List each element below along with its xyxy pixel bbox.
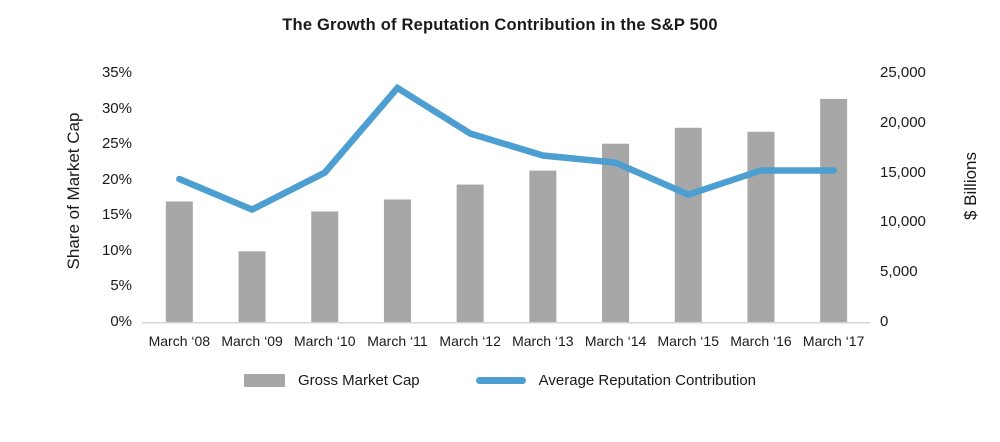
right-tick-label: 20,000: [880, 113, 926, 131]
x-axis-label: March ‘16: [730, 333, 792, 349]
bar-March ‘16: [747, 131, 775, 322]
bar-March ‘17: [820, 98, 848, 322]
x-axis-label: March ‘14: [584, 333, 647, 349]
bar-March ‘11: [383, 199, 411, 322]
legend: Gross Market Cap Average Reputation Cont…: [0, 372, 1000, 389]
legend-label-bar: Gross Market Cap: [297, 372, 420, 389]
left-tick-label: 25%: [101, 135, 132, 153]
bar-March ‘08: [165, 201, 193, 322]
x-axis-label: March ‘10: [294, 333, 356, 349]
left-tick-label: 20%: [101, 170, 132, 188]
chart-title: The Growth of Reputation Contribution in…: [282, 16, 718, 34]
left-tick-label: 30%: [101, 99, 132, 117]
line-swatch-icon: [475, 377, 526, 384]
x-axis-label: March ‘12: [439, 333, 501, 349]
bar-March ‘13: [529, 170, 557, 322]
x-axis-label: March ‘13: [512, 333, 574, 349]
x-axis-label: March ‘11: [367, 333, 428, 349]
legend-item-line: Average Reputation Contribution: [475, 372, 757, 389]
bar-March ‘09: [238, 251, 266, 322]
legend-label-line: Average Reputation Contribution: [538, 372, 757, 389]
bar-March ‘10: [311, 211, 339, 322]
right-tick-label: 25,000: [880, 64, 926, 81]
x-axis-label: March ‘15: [657, 333, 719, 349]
legend-item-bar: Gross Market Cap: [243, 372, 420, 389]
left-tick-label: 35%: [101, 64, 132, 81]
right-tick-label: 10,000: [880, 213, 926, 231]
left-tick-label: 15%: [101, 206, 132, 224]
x-axis-label: March ‘08: [148, 333, 211, 349]
x-axis-label: March ‘09: [221, 333, 283, 349]
bar-March ‘14: [602, 143, 630, 322]
right-tick-label: 15,000: [880, 163, 926, 181]
left-tick-label: 0%: [110, 313, 132, 330]
bar-swatch-icon: [243, 374, 285, 387]
bar-March ‘12: [456, 184, 484, 322]
x-axis-label: March ‘17: [802, 333, 865, 349]
right-tick-label: 0: [880, 313, 889, 330]
reputation-contribution-line: [176, 83, 837, 214]
bar-March ‘15: [674, 127, 702, 322]
left-tick-label: 5%: [110, 277, 132, 295]
left-tick-label: 10%: [101, 241, 132, 259]
right-tick-label: 5,000: [880, 263, 918, 281]
